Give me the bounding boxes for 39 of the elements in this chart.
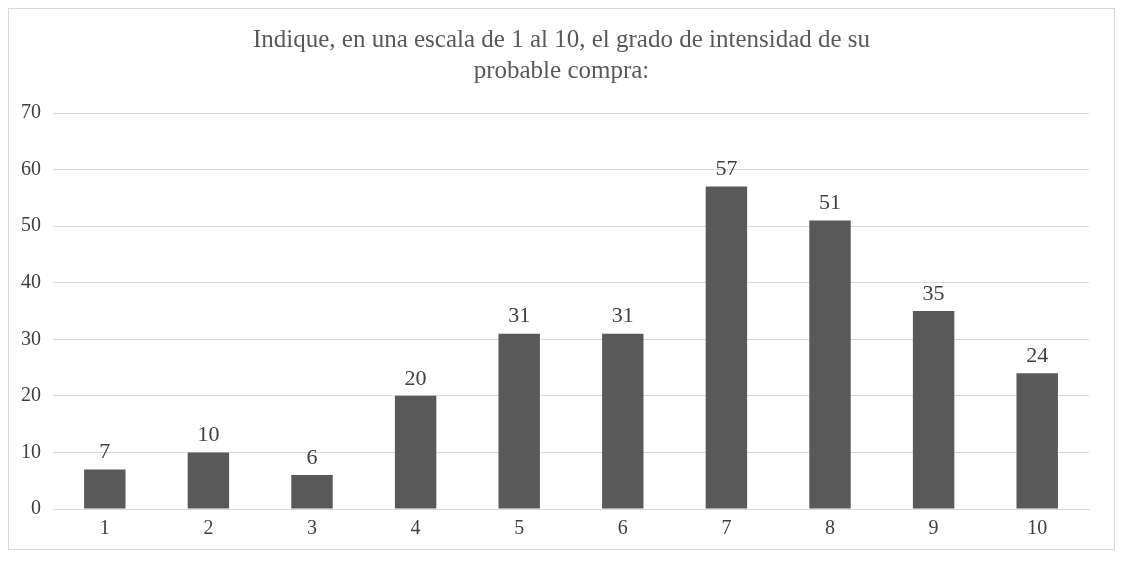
bar bbox=[187, 452, 230, 509]
y-tick-label: 70 bbox=[21, 100, 41, 123]
data-label: 57 bbox=[715, 155, 738, 181]
y-tick-label: 30 bbox=[21, 326, 41, 349]
x-tick-label: 5 bbox=[514, 516, 525, 539]
data-label: 24 bbox=[1026, 342, 1049, 368]
data-label: 31 bbox=[611, 302, 634, 328]
data-label: 7 bbox=[99, 438, 111, 464]
bar bbox=[912, 311, 955, 509]
x-tick-label: 6 bbox=[617, 516, 628, 539]
x-tick-label: 4 bbox=[410, 516, 421, 539]
x-tick-label: 2 bbox=[203, 516, 214, 539]
bar bbox=[809, 220, 851, 509]
x-tick-label: 3 bbox=[307, 516, 317, 539]
y-tick-label: 0 bbox=[31, 496, 41, 519]
x-tick-label: 10 bbox=[1027, 516, 1048, 539]
chart-title: Indique, en una escala de 1 al 10, el grado de intensidad de su probable compra: bbox=[251, 24, 872, 85]
bar bbox=[705, 186, 748, 509]
data-label: 10 bbox=[197, 421, 220, 447]
y-tick-label: 20 bbox=[21, 383, 41, 406]
data-label: 20 bbox=[404, 364, 427, 390]
bar bbox=[602, 333, 644, 509]
x-tick-label: 7 bbox=[721, 516, 732, 539]
y-tick-label: 10 bbox=[21, 439, 41, 462]
data-label: 31 bbox=[508, 302, 531, 328]
x-tick-label: 1 bbox=[99, 516, 110, 539]
bar bbox=[291, 475, 333, 509]
data-label: 35 bbox=[922, 279, 945, 305]
bar bbox=[1016, 373, 1058, 509]
bar bbox=[394, 395, 437, 509]
x-tick-label: 8 bbox=[825, 516, 835, 539]
bar bbox=[498, 333, 540, 509]
x-tick-label: 9 bbox=[928, 516, 939, 539]
y-tick-label: 60 bbox=[21, 156, 41, 179]
y-tick-label: 50 bbox=[21, 213, 41, 236]
bar bbox=[84, 469, 126, 509]
y-tick-label: 40 bbox=[21, 269, 41, 292]
data-label: 6 bbox=[306, 443, 318, 469]
data-label: 51 bbox=[819, 189, 841, 215]
